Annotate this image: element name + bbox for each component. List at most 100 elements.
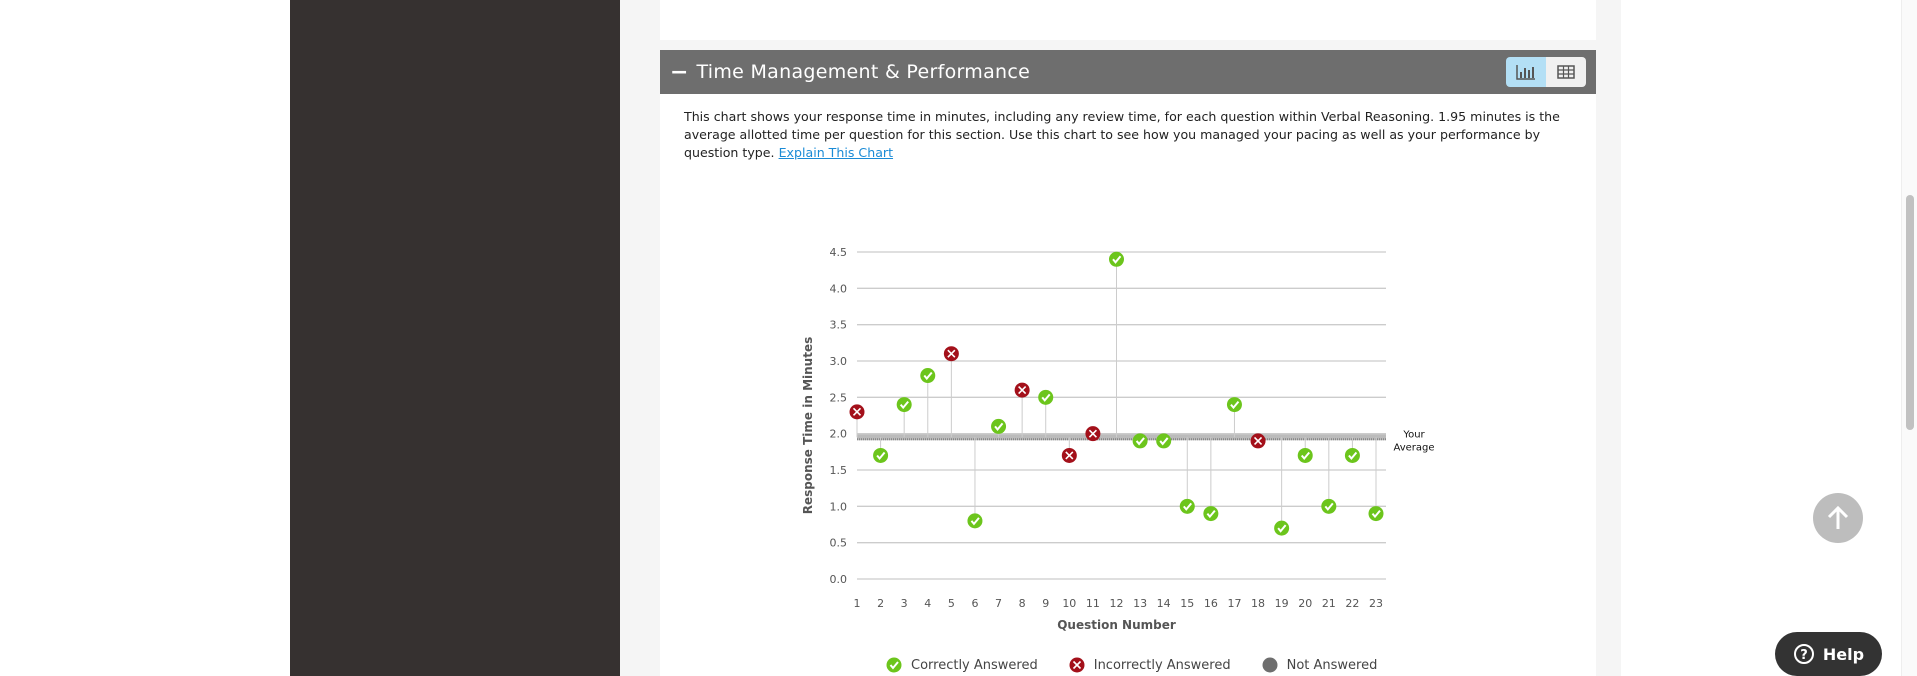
- bar-chart-icon: [1516, 65, 1535, 80]
- legend-label: Correctly Answered: [911, 657, 1038, 673]
- marker-circle: [967, 513, 983, 529]
- data-point-correct: [873, 447, 889, 463]
- check-icon: [1230, 400, 1240, 410]
- view-toggle: [1506, 57, 1586, 87]
- x-tick-label: 22: [1345, 597, 1359, 610]
- average-label: Your: [1402, 429, 1425, 440]
- data-point-incorrect: [1014, 382, 1030, 398]
- data-point-correct: [1109, 251, 1124, 267]
- average-label: Average: [1393, 442, 1434, 453]
- x-tick-label: 7: [995, 597, 1002, 610]
- previous-card: [660, 0, 1596, 40]
- x-tick-label: 17: [1227, 597, 1241, 610]
- x-tick-label: 15: [1180, 597, 1194, 610]
- legend-label: Incorrectly Answered: [1093, 657, 1231, 673]
- data-point-correct: [920, 368, 936, 384]
- correct-marker-icon: [886, 657, 902, 673]
- x-tick-label: 19: [1275, 597, 1289, 610]
- data-point-correct: [1132, 433, 1148, 449]
- check-icon: [1206, 509, 1216, 519]
- x-tick-label: 9: [1042, 597, 1049, 610]
- y-tick-label: 0.0: [830, 573, 848, 586]
- x-tick-label: 3: [901, 597, 908, 610]
- x-icon: [1018, 386, 1027, 395]
- check-icon: [1348, 451, 1358, 461]
- x-tick-label: 5: [948, 597, 955, 610]
- x-icon: [852, 407, 862, 416]
- scrollbar-thumb[interactable]: [1906, 195, 1914, 430]
- y-tick-label: 1.5: [830, 464, 848, 477]
- marker-circle: [896, 397, 912, 413]
- data-point-correct: [1297, 447, 1313, 463]
- y-tick-label: 3.0: [830, 355, 848, 368]
- incorrect-marker-icon: [1069, 657, 1085, 673]
- svg-text:?: ?: [1800, 648, 1808, 663]
- scrollbar[interactable]: [1901, 0, 1917, 676]
- marker-circle: [1262, 657, 1278, 673]
- x-tick-label: 10: [1062, 597, 1076, 610]
- marker-circle: [873, 447, 889, 463]
- data-point-correct: [896, 397, 912, 413]
- marker-circle: [1038, 389, 1054, 405]
- data-point-correct: [1321, 498, 1337, 514]
- help-button[interactable]: ? Help: [1775, 632, 1882, 676]
- y-tick-label: 4.5: [830, 246, 848, 259]
- time-management-card: − Time Management & Performance This cha…: [660, 50, 1596, 676]
- minus-icon[interactable]: −: [670, 59, 689, 85]
- x-icon: [947, 349, 956, 358]
- table-view-button[interactable]: [1546, 57, 1586, 87]
- chart-view-button[interactable]: [1506, 57, 1546, 87]
- x-icon: [1253, 436, 1263, 445]
- check-icon: [889, 661, 899, 670]
- arrow-up-icon: [1827, 505, 1849, 529]
- x-tick-label: 12: [1110, 597, 1124, 610]
- data-point-correct: [1203, 506, 1219, 522]
- x-tick-label: 6: [971, 597, 978, 610]
- legend-label: Not Answered: [1286, 657, 1378, 673]
- explain-chart-link[interactable]: Explain This Chart: [778, 145, 894, 160]
- check-icon: [899, 400, 909, 410]
- x-tick-label: 2: [877, 597, 884, 610]
- check-icon: [923, 371, 933, 381]
- data-point-correct: [1179, 498, 1195, 514]
- data-point-incorrect: [1085, 426, 1101, 442]
- marker-circle: [1297, 447, 1313, 463]
- marker-circle: [1179, 498, 1195, 514]
- marker-circle: [1344, 447, 1360, 463]
- x-icon: [1088, 429, 1097, 438]
- data-point-correct: [1344, 447, 1360, 463]
- data-point-correct: [1156, 433, 1172, 449]
- table-icon: [1557, 65, 1575, 79]
- check-icon: [1324, 502, 1334, 511]
- data-point-correct: [1274, 520, 1290, 536]
- card-header: − Time Management & Performance: [660, 50, 1596, 94]
- x-tick-label: 20: [1298, 597, 1312, 610]
- y-tick-label: 2.5: [830, 391, 848, 404]
- legend-marker: [1069, 657, 1085, 673]
- check-icon: [1300, 451, 1310, 461]
- data-point-incorrect: [1061, 447, 1077, 463]
- y-tick-label: 4.0: [830, 282, 848, 295]
- data-point-incorrect: [1250, 433, 1266, 449]
- chart-legend: Correctly Answered Incorrectly Answered No…: [885, 656, 1377, 674]
- y-tick-label: 2.0: [830, 428, 848, 441]
- x-tick-label: 14: [1157, 597, 1171, 610]
- scroll-to-top-button[interactable]: [1813, 493, 1863, 543]
- y-tick-label: 0.5: [830, 537, 848, 550]
- x-icon: [1072, 660, 1081, 670]
- marker-circle: [1203, 506, 1219, 522]
- check-icon: [876, 451, 886, 461]
- x-tick-label: 18: [1251, 597, 1265, 610]
- data-point-correct: [967, 513, 983, 529]
- check-icon: [970, 517, 980, 526]
- check-icon: [1159, 437, 1169, 446]
- marker-circle: [991, 418, 1007, 434]
- check-icon: [1371, 509, 1381, 519]
- legend-item-correct: Correctly Answered: [885, 656, 1038, 674]
- y-axis-label: Response Time in Minutes: [801, 337, 815, 514]
- check-icon: [1135, 437, 1145, 446]
- check-icon: [1277, 524, 1287, 533]
- marker-circle: [1321, 498, 1337, 514]
- marker-circle: [1274, 520, 1290, 536]
- x-tick-label: 11: [1086, 597, 1100, 610]
